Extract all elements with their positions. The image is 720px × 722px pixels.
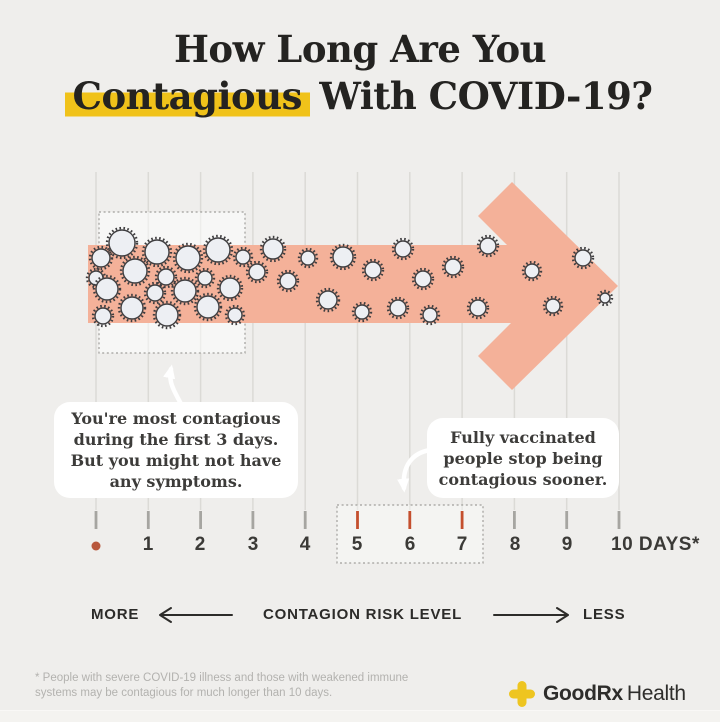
virus-icon [542,295,564,317]
title-line-2-rest: With COVID-19? [306,74,653,118]
virus-icon [419,304,441,326]
virus-icon [117,293,147,323]
brand-name: GoodRx Health [543,682,686,706]
virus-icon [170,276,200,306]
callout-line: But you might not have [70,451,282,470]
risk-less-label: LESS [583,606,626,623]
brand-name-bold: GoodRx [543,682,623,705]
virus-icon [202,234,234,266]
day-tick-label-1: 1 [142,534,154,555]
virus-icon [276,269,300,293]
callout-up-arrow-icon [163,364,184,407]
virus-icon [521,260,543,282]
virus-icon [216,274,244,302]
virus-icon [476,234,500,258]
virus-icon [193,292,223,322]
virus-icon [466,296,490,320]
virus-icon [571,246,595,270]
axis-ticks [94,511,621,529]
virus-icon [315,287,341,313]
brand-logo: GoodRx Health [508,679,686,709]
callout-line: Fully vaccinated [450,427,596,447]
callout-most-contagious: You're most contagious during the first … [54,402,298,498]
brand-name-regular: Health [626,682,686,705]
callout-line: any symptoms. [109,472,243,491]
footnote-line: systems may be contagious for much longe… [35,687,333,699]
callout-line: contagious sooner. [438,469,608,489]
virus-icon [596,289,614,307]
virus-icon [119,255,151,287]
day-tick-label-4: 4 [299,534,311,555]
virus-particles [85,226,614,330]
callout-line: people stop being [443,448,603,468]
highlighted-word: Contagious [64,74,310,118]
day-tick-label-5: 5 [351,534,363,555]
virus-icon [245,260,269,284]
title-line-1: How Long Are You [173,27,547,71]
day-tick-label-6: 6 [404,534,416,555]
virus-icon [141,236,173,268]
callout-line: You're most contagious [71,409,281,428]
risk-scale-title: CONTAGION RISK LEVEL [262,606,463,623]
virus-icon [441,255,465,279]
virus-icon [91,304,115,328]
goodrx-flower-icon [509,681,535,707]
callout-down-arrow-icon [397,447,433,493]
virus-icon [411,267,435,291]
day-tick-label-7: 7 [456,534,468,555]
day-tick-label-2: 2 [194,534,206,555]
virus-icon [105,226,139,260]
callout-line: during the first 3 days. [73,430,279,449]
footnote-line: * People with severe COVID-19 illness an… [35,672,409,684]
arrow-head [478,182,618,390]
title-line-2: Contagious With COVID-19? [0,73,720,120]
page-title: How Long Are You Contagious With COVID-1… [0,26,720,120]
virus-icon [194,267,216,289]
footnote: * People with severe COVID-19 illness an… [35,671,455,701]
risk-more-label: MORE [91,606,140,623]
virus-icon [232,246,254,268]
virus-icon [92,274,122,304]
virus-icon [143,281,167,305]
virus-icon [154,265,178,289]
day-tick-label-8: 8 [509,534,521,555]
virus-icon [172,242,204,274]
virus-icon [391,237,415,261]
virus-icon [386,296,410,320]
virus-icon [152,300,182,330]
risk-right-arrow-icon [493,607,569,623]
risk-left-arrow-icon [159,607,233,623]
virus-icon [351,301,373,323]
virus-icon [224,304,246,326]
virus-icon [297,247,319,269]
virus-icon [88,245,114,271]
day-tick-label-3: 3 [247,534,259,555]
virus-icon [361,258,385,282]
virus-icon [259,235,287,263]
virus-icon [329,243,357,271]
day-tick-label-10-days: 10 DAYS* [611,534,700,555]
callout-vaccinated: Fully vaccinated people stop being conta… [427,418,619,498]
day-tick-label-9: 9 [561,534,573,555]
bottom-strip [0,710,720,722]
day-zero-dot [91,541,101,551]
